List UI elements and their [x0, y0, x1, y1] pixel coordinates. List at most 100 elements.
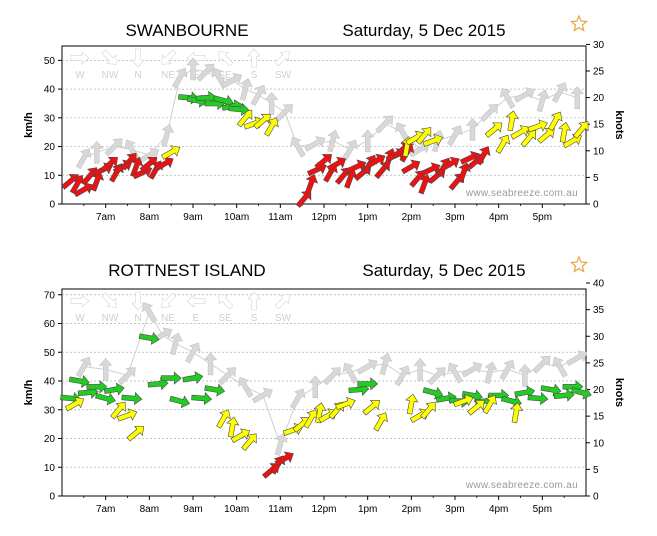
wind-arrow — [420, 401, 436, 420]
direction-legend-arrow — [131, 291, 145, 311]
y-tick-label: 20 — [44, 434, 56, 445]
gust-arrow — [551, 82, 568, 104]
gust-arrow — [484, 361, 498, 385]
direction-legend-arrow — [274, 51, 290, 67]
gust-arrow — [99, 358, 113, 381]
gust-arrow — [356, 358, 378, 375]
favourite-star-icon[interactable] — [569, 255, 589, 273]
gust-arrow — [518, 363, 532, 387]
direction-label: W — [75, 313, 85, 324]
x-tick-label: 5pm — [533, 504, 552, 515]
wind-arrow — [440, 156, 460, 172]
wind-arrow — [537, 128, 555, 144]
wind-arrow — [520, 129, 537, 148]
gust-arrow — [570, 86, 584, 109]
wind-arrow — [126, 425, 145, 442]
gust-arrow — [90, 140, 104, 164]
watermark: www.seabreeze.com.au — [465, 480, 578, 491]
x-tick-label: 8am — [140, 504, 159, 515]
x-tick-label: 2pm — [402, 212, 421, 223]
wind-arrow — [366, 153, 386, 169]
wind-arrow — [505, 110, 519, 132]
gust-arrow — [186, 57, 200, 81]
gust-arrow — [465, 117, 480, 141]
direction-label: W — [75, 70, 85, 81]
wind-arrow — [253, 113, 271, 130]
gust-arrow — [117, 367, 136, 386]
gust-arrow — [250, 84, 267, 106]
x-tick-label: 3pm — [445, 504, 464, 515]
y2-axis-label: knots — [613, 378, 625, 407]
gust-arrow — [566, 350, 588, 366]
gust-arrow — [75, 356, 92, 378]
wind-arrow — [274, 451, 294, 467]
gust-arrow — [480, 103, 499, 122]
direction-legend-arrow — [70, 294, 90, 308]
x-tick-label: 12pm — [311, 212, 336, 223]
x-tick-label: 10am — [224, 212, 249, 223]
x-tick-label: 4pm — [489, 212, 508, 223]
direction-label: NE — [161, 313, 175, 324]
gust-arrow — [322, 367, 341, 386]
wind-arrow — [216, 409, 231, 429]
y-axis-label: km/h — [23, 112, 35, 138]
favourite-star-icon[interactable] — [569, 14, 589, 32]
x-tick-label: 7am — [96, 504, 115, 515]
gust-arrow — [290, 136, 306, 158]
wind-arrow — [558, 121, 572, 143]
y2-tick-label: 10 — [593, 146, 605, 157]
x-tick-label: 9am — [183, 504, 202, 515]
direction-legend-arrow — [70, 51, 90, 65]
y-tick-label: 40 — [44, 377, 56, 388]
y-tick-label: 0 — [49, 200, 55, 211]
x-tick-label: 10am — [224, 504, 249, 515]
gust-arrow — [274, 103, 293, 122]
direction-label: S — [251, 313, 258, 324]
gust-arrow — [447, 362, 463, 384]
y2-tick-label: 0 — [593, 200, 599, 211]
x-tick-label: 4pm — [489, 504, 508, 515]
wind-arrow — [226, 416, 240, 438]
gust-arrow — [138, 147, 160, 164]
gust-arrow — [171, 67, 188, 89]
gust-arrow — [427, 367, 446, 386]
chart-date: Saturday, 5 Dec 2015 — [362, 261, 525, 280]
gust-arrow — [75, 148, 92, 170]
gust-arrow — [264, 92, 279, 115]
y2-tick-label: 30 — [593, 332, 605, 343]
direction-label: SW — [275, 313, 292, 324]
x-tick-label: 11am — [268, 504, 292, 515]
direction-label: NE — [161, 70, 175, 81]
wind-arrow — [139, 156, 158, 173]
wind-arrow — [68, 374, 90, 389]
x-tick-label: 1pm — [358, 504, 377, 515]
gust-arrow — [104, 138, 123, 157]
wind-arrow — [527, 119, 548, 133]
wind-arrow — [510, 402, 524, 424]
chart-title: ROTTNEST ISLAND — [108, 261, 265, 280]
wind-arrow — [344, 168, 358, 189]
y2-tick-label: 30 — [593, 40, 605, 51]
y-axis-label: km/h — [23, 379, 35, 405]
x-tick-label: 3pm — [445, 212, 464, 223]
chart-panel-2: ROTTNEST ISLAND Saturday, 5 Dec 2015 0 10 20… — [23, 255, 625, 515]
wind-arrow — [73, 182, 93, 198]
gust-arrow — [536, 89, 550, 113]
y2-tick-label: 25 — [593, 66, 605, 77]
wind-arrow — [241, 433, 257, 452]
gust-arrow — [239, 78, 253, 101]
wind-arrow — [100, 156, 119, 173]
wind-arrow — [362, 400, 381, 416]
direction-legend-arrow — [161, 292, 177, 308]
wind-arrow — [572, 121, 589, 139]
gust-arrow — [185, 342, 201, 364]
wind-arrow — [415, 127, 432, 145]
direction-legend-arrow — [186, 294, 206, 308]
wind-arrow — [169, 395, 191, 409]
wind-arrow — [195, 90, 217, 105]
y2-tick-label: 40 — [593, 279, 605, 290]
wind-arrow — [121, 391, 143, 406]
wind-arrow — [110, 401, 126, 420]
y2-tick-label: 0 — [593, 492, 599, 503]
